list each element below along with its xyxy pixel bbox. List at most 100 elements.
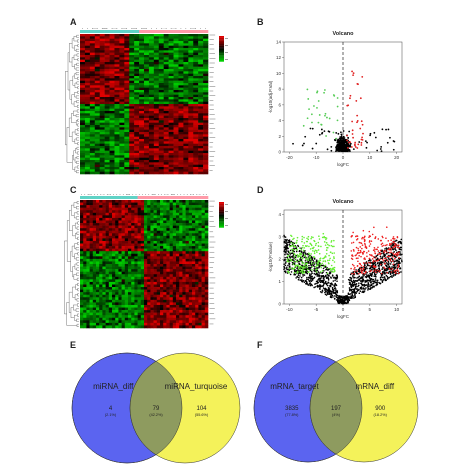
heatmap-cell [83,205,87,208]
annotation-bar-cell [195,196,199,199]
heatmap-cell [150,210,154,214]
heatmap-cell [192,233,196,237]
heatmap-cell [96,279,100,283]
heatmap-cell [173,171,179,175]
heatmap-cell [201,202,206,206]
dendrogram-branch [74,212,78,219]
heatmap-cell [173,85,179,88]
heatmap-cell [86,230,90,234]
heatmap-cell [188,315,193,319]
heatmap-cell [193,162,199,165]
heatmap-cell [80,171,86,175]
heatmap-cell [203,104,209,107]
heatmap-cell [124,320,129,324]
heatmap-cell [185,251,190,255]
heatmap-cell [99,36,105,39]
heatmap-cell [114,83,120,86]
heatmap-cell [89,118,96,121]
heatmap-cell [92,210,97,214]
dendrogram-branch [75,308,79,312]
heatmap-cell [92,276,97,280]
heatmap-cell [188,223,193,226]
heatmap-cell [144,248,148,252]
heatmap-cell [198,162,204,165]
heatmap-cell [124,71,130,74]
heatmap-cell [158,34,164,37]
heatmap-cell [163,76,169,79]
heatmap-cell [179,310,183,313]
heatmap-cell [168,139,174,142]
heatmap-cell [188,264,193,267]
heatmap-cell [102,264,106,267]
heatmap-cell [148,87,155,91]
heatmap-cell [86,210,90,214]
heatmap-cell [156,315,161,319]
heatmap-cell [118,230,122,234]
heatmap-cell [188,50,194,53]
annotation-bar-cell [134,30,140,33]
heatmap-cell [114,122,120,126]
heatmap-cell [198,284,202,288]
heatmap-cell [188,148,194,151]
heatmap-cell [80,164,86,168]
color-key-tick [225,52,228,53]
heatmap-cell [128,235,132,239]
heatmap-cell [198,41,204,44]
heatmap-cell [128,228,132,232]
heatmap-cell [183,41,189,44]
heatmap-cell [163,87,169,91]
heatmap-cell [119,139,125,142]
heatmap-cell [80,240,84,244]
heatmap-cell [96,243,100,247]
heatmap-cell [114,108,120,112]
heatmap-cell [163,312,167,316]
heatmap-cell [163,210,167,214]
heatmap-cell [124,205,129,208]
heatmap-cell [92,322,97,326]
heatmap-cell [83,233,87,237]
heatmap-cell [147,284,151,288]
heatmap-cell [83,210,87,214]
heatmap-cell [118,322,122,326]
data-point [290,271,293,273]
heatmap-cell [96,230,100,234]
heatmap-cell [89,129,96,133]
heatmap-cell [183,45,189,49]
heatmap-cell [139,41,145,44]
data-point [389,136,391,139]
heatmap-cell [176,253,180,257]
heatmap-cell [118,212,122,216]
heatmap-cell [158,83,164,86]
heatmap-cell [147,233,151,237]
heatmap-cell [83,320,87,324]
heatmap-cell [166,325,170,329]
data-point [295,250,298,253]
data-point [346,134,349,137]
heatmap-cell [99,155,105,158]
heatmap-cell [147,200,151,203]
heatmap-cell [204,251,209,255]
heatmap-cell [192,251,196,255]
heatmap-cell [124,155,130,158]
dendrogram-branch [126,194,130,195]
heatmap-cell [176,312,180,316]
heatmap-cell [80,99,86,102]
heatmap-cell [144,83,150,86]
heatmap-cell [94,113,100,116]
heatmap-cell [131,307,135,311]
heatmap-cell [137,274,142,278]
heatmap-cell [148,115,155,119]
heatmap-cell [183,62,189,65]
heatmap-cell [144,101,150,105]
heatmap-cell [166,251,170,255]
heatmap-cell [129,57,135,60]
row-label-tick [209,165,215,166]
dendrogram-branch [75,48,79,52]
heatmap-cell [168,34,174,37]
heatmap-cell [179,261,183,265]
heatmap-cell [129,62,135,65]
heatmap-cell [112,310,116,313]
dendrogram-branch [77,123,79,127]
heatmap-cell [150,320,154,324]
heatmap-cell [160,269,164,272]
